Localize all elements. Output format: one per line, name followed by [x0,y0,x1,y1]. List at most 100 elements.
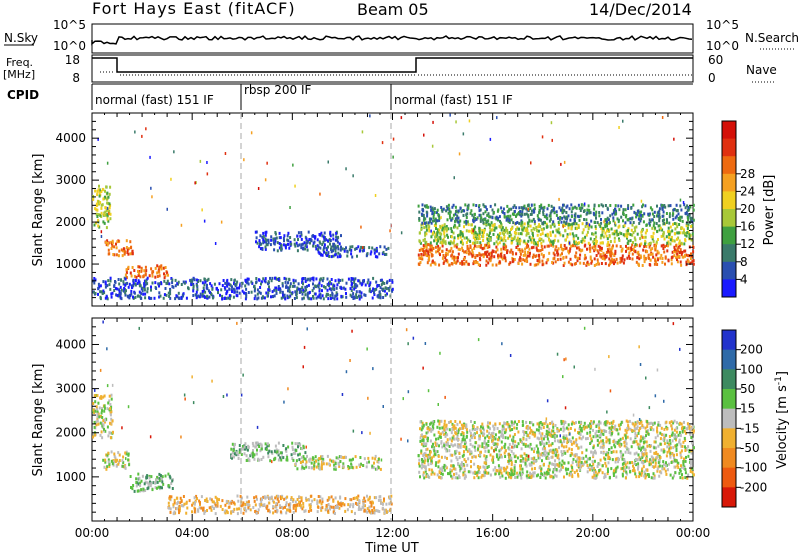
data-cell [425,254,428,257]
data-cell [291,445,294,449]
data-cell [279,510,282,514]
noise-cell [294,184,296,188]
data-cell [649,263,652,267]
data-cell [310,297,313,301]
data-cell [617,220,620,224]
data-cell [517,227,520,231]
data-cell [688,425,691,428]
data-cell [483,230,485,234]
data-cell [648,245,651,249]
data-cell [432,231,435,235]
data-cell [480,431,483,435]
data-cell [150,475,153,479]
data-cell [319,495,322,499]
data-cell [340,504,343,508]
data-cell [510,238,513,242]
data-cell [612,244,614,248]
data-cell [571,263,574,267]
data-cell [599,241,602,245]
data-cell [461,262,464,266]
data-cell [164,266,167,269]
data-cell [120,297,123,301]
data-cell [302,296,305,300]
data-cell [593,212,595,216]
data-cell [577,236,580,240]
data-cell [581,222,584,226]
data-cell [100,396,103,400]
data-cell [538,208,541,212]
data-cell [641,264,644,267]
data-cell [429,243,432,247]
data-cell [107,219,110,223]
noise-cell [206,172,209,176]
data-cell [443,227,446,231]
data-cell [113,289,116,292]
data-cell [599,468,602,472]
data-cell [350,277,353,280]
data-cell [140,488,143,492]
data-cell [360,283,363,287]
data-cell [663,250,666,254]
data-cell [231,285,233,289]
data-cell [422,238,425,242]
data-cell [683,203,686,207]
data-cell [438,217,441,220]
data-cell [486,250,489,254]
data-cell [269,243,272,247]
data-cell [373,248,376,252]
data-cell [187,287,190,291]
data-cell [284,280,287,284]
data-cell [263,503,266,507]
data-cell [506,249,509,253]
data-cell [325,508,328,512]
data-cell [167,506,170,510]
data-cell [683,420,685,424]
data-cell [263,279,266,283]
data-cell [466,220,469,224]
data-cell [552,251,555,255]
data-cell [364,499,367,503]
data-cell [228,287,231,291]
data-cell [172,503,175,507]
data-cell [547,203,550,207]
data-cell [94,189,97,193]
data-cell [519,239,522,243]
data-cell [268,288,271,292]
data-cell [524,253,527,257]
data-cell [304,457,307,461]
data-cell [348,466,351,470]
data-cell [456,476,459,480]
data-cell [239,494,242,498]
nsearch-tick-top: 10^5 [706,18,739,32]
data-cell [487,212,490,216]
data-cell [600,262,603,265]
data-cell [614,251,617,255]
data-cell [329,234,332,238]
data-cell [321,289,323,293]
noise-cell [440,216,442,220]
data-cell [462,214,465,217]
data-cell [638,257,641,261]
data-cell [642,248,645,252]
data-cell [156,271,159,275]
data-cell [374,255,377,259]
data-cell [154,486,157,490]
data-cell [221,297,224,301]
data-cell [685,260,688,264]
data-cell [422,214,425,217]
data-cell [297,445,299,449]
noise-cell [641,235,643,239]
data-cell [166,279,169,283]
data-cell [598,469,601,472]
data-cell [476,261,479,264]
data-cell [114,456,117,460]
noise-cell [166,207,168,211]
data-cell [632,221,635,224]
data-cell [260,280,263,284]
data-cell [337,251,340,255]
data-cell [667,226,670,230]
data-cell [294,442,297,446]
data-cell [337,278,340,282]
data-cell [325,253,328,257]
data-cell [270,495,273,499]
